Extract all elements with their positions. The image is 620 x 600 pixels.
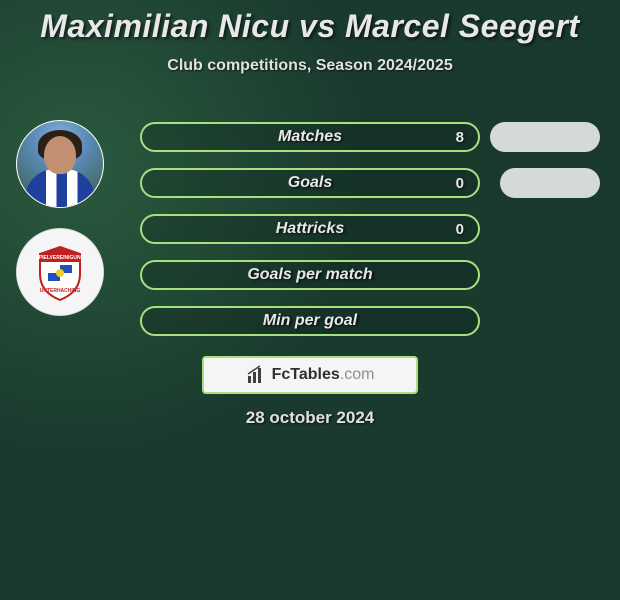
club-badge: SPIELVEREINIGUNG UNTERHACHING — [8, 228, 112, 316]
comparison-title: Maximilian Nicu vs Marcel Seegert — [0, 8, 620, 45]
stat-row-matches: Matches 8 — [140, 122, 480, 152]
right-pills-column — [490, 122, 600, 214]
chart-icon — [246, 365, 266, 385]
logo-text: FcTables.com — [272, 366, 375, 384]
stat-label: Matches — [278, 128, 342, 146]
stat-label: Hattricks — [276, 220, 344, 238]
season-subtitle: Club competitions, Season 2024/2025 — [0, 57, 620, 75]
stats-column: Matches 8 Goals 0 Hattricks 0 Goals per … — [140, 122, 480, 352]
stat-row-mpg: Min per goal — [140, 306, 480, 336]
player-avatar — [8, 120, 112, 208]
comparison-pill — [500, 168, 600, 198]
stat-row-gpm: Goals per match — [140, 260, 480, 290]
fctables-logo: FcTables.com — [202, 356, 418, 394]
svg-text:UNTERHACHING: UNTERHACHING — [40, 288, 81, 294]
stat-label: Min per goal — [263, 312, 357, 330]
stat-label: Goals — [288, 174, 332, 192]
svg-text:SPIELVEREINIGUNG: SPIELVEREINIGUNG — [35, 255, 84, 261]
stat-value: 8 — [456, 129, 464, 146]
date-text: 28 october 2024 — [0, 408, 620, 428]
comparison-pill — [490, 122, 600, 152]
stat-row-hattricks: Hattricks 0 — [140, 214, 480, 244]
stat-value: 0 — [456, 221, 464, 238]
stat-row-goals: Goals 0 — [140, 168, 480, 198]
avatars-column: SPIELVEREINIGUNG UNTERHACHING — [8, 120, 112, 336]
stat-value: 0 — [456, 175, 464, 192]
stat-label: Goals per match — [247, 266, 372, 284]
